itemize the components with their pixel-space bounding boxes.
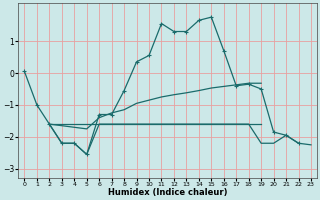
X-axis label: Humidex (Indice chaleur): Humidex (Indice chaleur) xyxy=(108,188,228,197)
